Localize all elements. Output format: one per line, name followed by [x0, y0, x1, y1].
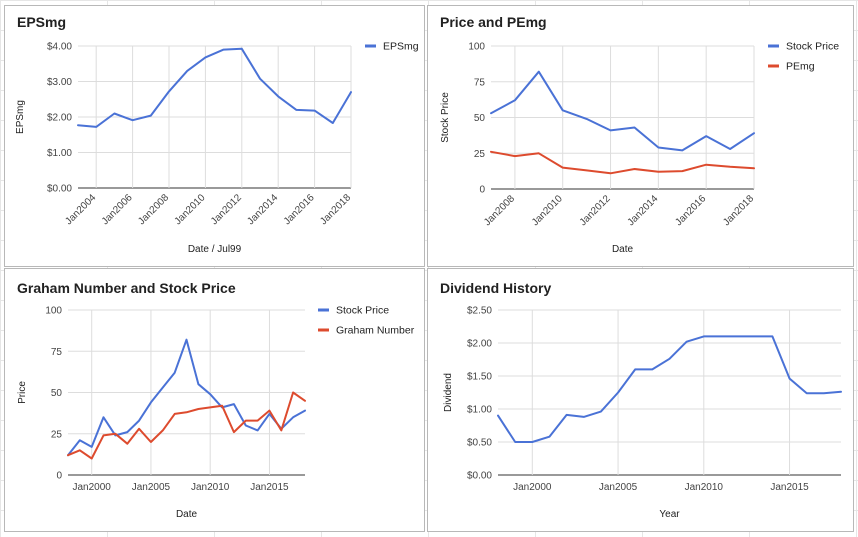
- x-tick-label: Jan2010: [191, 482, 230, 493]
- graham-price-chart: Graham Number and Stock Price 0 25 50 75 100 J…: [17, 280, 415, 520]
- y-tick-label: 50: [474, 113, 486, 124]
- y-tick-label: $2.00: [467, 339, 492, 350]
- y-tick-label: $0.00: [467, 471, 492, 482]
- x-tick-label: Jan2005: [599, 482, 638, 493]
- x-tick-label: Jan2010: [173, 192, 208, 227]
- price-pe-chart-panel: Price and PEmg 0 25 50 75 100 Jan2008 Jan2010 Ja…: [427, 5, 854, 267]
- legend-swatch: [318, 328, 329, 332]
- y-tick-label: $0.50: [467, 438, 492, 449]
- x-tick-label: Jan2014: [245, 192, 280, 227]
- graham-chart-panel: Graham Number and Stock Price 0 25 50 75 100 J…: [4, 268, 425, 532]
- x-tick-label: Jan2010: [685, 482, 724, 493]
- x-tick-label: Jan2016: [282, 192, 317, 227]
- x-tick-label: Jan2016: [673, 193, 708, 228]
- x-tick-label: Jan2015: [770, 482, 809, 493]
- y-tick-label: 50: [51, 388, 63, 399]
- y-tick-label: 75: [474, 77, 486, 88]
- x-tick-label: Jan2012: [578, 193, 613, 228]
- legend-swatch: [768, 64, 779, 68]
- y-tick-label: $2.50: [467, 306, 492, 317]
- series-line-stock-price: [490, 70, 755, 152]
- x-tick-label: Jan2008: [136, 192, 171, 227]
- y-axis-label: Price: [17, 381, 28, 404]
- y-tick-label: $3.00: [47, 77, 72, 88]
- y-axis-label: EPSmg: [15, 100, 26, 134]
- series-line-pemg: [490, 150, 755, 175]
- y-tick-label: $1.00: [467, 405, 492, 416]
- legend-swatch: [318, 308, 329, 312]
- dividend-history-chart: Dividend History $0.00 $0.50 $1.00 $1.50 $2.0…: [440, 280, 842, 520]
- y-tick-label: 25: [474, 149, 486, 160]
- x-tick-label: Jan2010: [530, 193, 565, 228]
- dividend-chart-panel: Dividend History $0.00 $0.50 $1.00 $1.50 $2.0…: [427, 268, 854, 532]
- chart-title: Price and PEmg: [440, 14, 547, 30]
- y-tick-label: 0: [56, 471, 62, 482]
- price-pe-chart: Price and PEmg 0 25 50 75 100 Jan2008 Jan2010 Ja…: [440, 14, 839, 255]
- y-tick-label: 25: [51, 429, 63, 440]
- legend-entry: Graham Number: [336, 325, 415, 337]
- series-line-graham-number: [67, 391, 306, 460]
- series-line-data: [497, 335, 842, 443]
- x-tick-label: Jan2018: [721, 193, 756, 228]
- legend-entry: Stock Price: [336, 305, 389, 317]
- legend-swatch: [768, 44, 779, 48]
- chart-title: Graham Number and Stock Price: [17, 280, 236, 296]
- y-axis-label: Stock Price: [440, 92, 451, 143]
- x-tick-label: Jan2004: [63, 192, 98, 227]
- x-tick-label: Jan2012: [209, 192, 244, 227]
- x-tick-label: Jan2015: [250, 482, 289, 493]
- legend-entry: Stock Price: [786, 41, 839, 53]
- x-tick-label: Jan2018: [318, 192, 353, 227]
- y-tick-label: 100: [468, 42, 485, 53]
- y-axis-label: Dividend: [443, 373, 454, 412]
- x-axis-label: Date: [612, 244, 634, 255]
- x-tick-label: Jan2000: [513, 482, 552, 493]
- chart-title: Dividend History: [440, 280, 551, 296]
- legend-entry: PEmg: [786, 61, 815, 73]
- y-tick-label: 0: [479, 185, 485, 196]
- y-tick-label: $2.00: [47, 113, 72, 124]
- series-line-stock-price: [67, 338, 306, 457]
- y-tick-label: 100: [45, 306, 62, 317]
- legend-entry: EPSmg: [383, 41, 419, 53]
- eps-chart-panel: EPSmg $0.00 $1.00 $2.00 $3.00 $4.00 Jan2004 Jan…: [4, 5, 425, 267]
- chart-title: EPSmg: [17, 14, 66, 30]
- y-tick-label: $0.00: [47, 184, 72, 195]
- x-tick-label: Jan2005: [132, 482, 171, 493]
- y-tick-label: $1.50: [467, 372, 492, 383]
- x-axis-label: Year: [659, 509, 680, 520]
- x-tick-label: Jan2000: [73, 482, 112, 493]
- legend-swatch: [365, 44, 376, 48]
- x-axis-label: Date / Jul99: [188, 244, 242, 255]
- x-axis-label: Date: [176, 509, 198, 520]
- series-line-epsmg: [77, 47, 352, 128]
- x-tick-label: Jan2014: [626, 193, 661, 228]
- y-tick-label: $4.00: [47, 42, 72, 53]
- y-tick-label: 75: [51, 347, 63, 358]
- x-tick-label: Jan2006: [100, 192, 135, 227]
- x-tick-label: Jan2008: [482, 193, 517, 228]
- y-tick-label: $1.00: [47, 148, 72, 159]
